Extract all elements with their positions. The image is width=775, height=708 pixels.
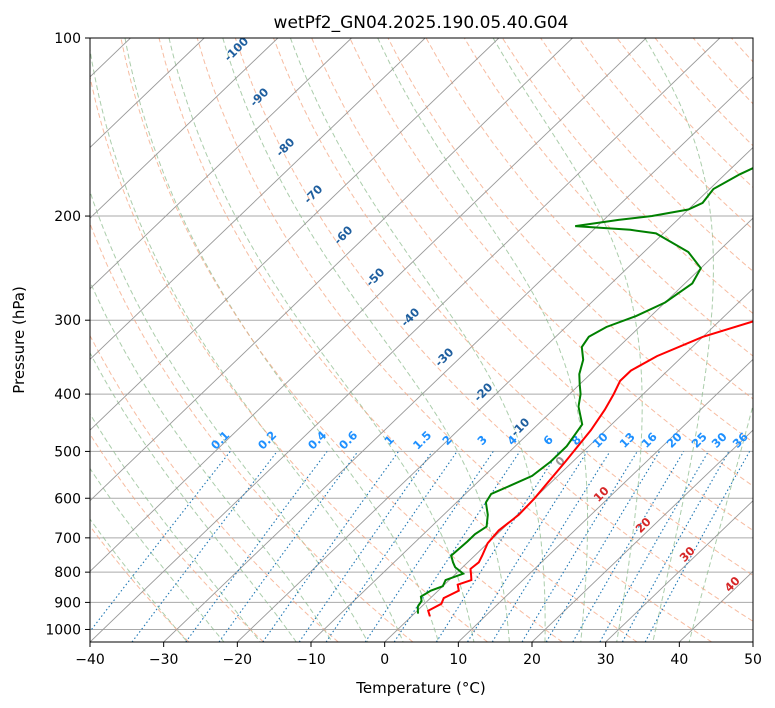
y-tick-label: 100: [54, 31, 81, 47]
isotherm-line: [90, 38, 352, 290]
mixing-ratio-line: [364, 451, 494, 642]
mixing-ratio-line: [325, 451, 458, 642]
y-tick-label: 700: [54, 531, 81, 547]
x-tick-label: 30: [597, 652, 615, 668]
moist-adiabat-line: [168, 38, 475, 642]
temperature-profile-line: [427, 320, 753, 617]
moist-adiabat-line: [688, 403, 753, 642]
x-tick-label: 0: [380, 652, 389, 668]
mixing-ratio-line: [599, 451, 709, 642]
isotherm-line: [237, 146, 753, 642]
y-tick-label: 500: [54, 444, 81, 460]
y-tick-label: 200: [54, 209, 81, 225]
moist-adiabat-line: [90, 518, 188, 642]
mixing-ratio-line: [185, 451, 328, 642]
dewpoint-profile-line: [416, 167, 753, 614]
dry-adiabat-line: [90, 433, 264, 642]
moist-adiabat-line: [289, 38, 546, 642]
dry-adiabat-line: [387, 38, 753, 443]
y-axis-ticks: 100 200 300 400 500 600 700 800 900 1000: [45, 31, 90, 638]
x-tick-label: 10: [449, 652, 467, 668]
moist-adiabat-line: [90, 46, 404, 642]
moist-adiabat-line: [124, 38, 439, 642]
isotherm-line: [458, 358, 753, 642]
plot-frame: [89, 37, 754, 643]
x-tick-label: −10: [296, 652, 326, 668]
isotherm-line: [90, 38, 721, 642]
mixing-ratio-line: [644, 451, 751, 642]
dry-adiabat-line: [196, 38, 712, 642]
x-axis-ticks: −40 −30 −20 −10 0 10 20 30 40 50: [75, 642, 762, 668]
mixing-ratio-lines: [90, 451, 751, 642]
isotherm-line: [310, 217, 753, 642]
mixing-ratio-line: [435, 451, 560, 642]
isotherm-line: [90, 38, 500, 431]
dry-adiabat-line: [90, 74, 488, 642]
x-tick-label: 50: [744, 652, 762, 668]
isotherm-grid: [90, 38, 753, 642]
isotherm-line: [531, 429, 753, 642]
y-tick-label: 300: [54, 313, 81, 329]
isotherm-line: [90, 38, 573, 502]
x-tick-label: −40: [75, 652, 105, 668]
moist-adiabat-line: [222, 38, 510, 642]
isotherm-line: [605, 500, 753, 642]
mixing-ratio-line: [491, 451, 611, 642]
y-tick-label: 1000: [45, 622, 81, 638]
mixing-ratio-line: [298, 451, 433, 642]
x-tick-label: 40: [670, 652, 688, 668]
dry-adiabat-line: [90, 525, 190, 642]
dry-adiabats: [90, 38, 753, 642]
isotherm-line: [163, 76, 753, 642]
y-tick-label: 400: [54, 387, 81, 403]
isobar-grid: [90, 38, 753, 630]
isotherm-line: [90, 38, 205, 149]
dry-adiabat-line: [90, 222, 414, 642]
dry-adiabat-line: [158, 38, 638, 642]
x-tick-label: 20: [523, 652, 541, 668]
moist-adiabat-line: [90, 190, 369, 642]
x-tick-label: −20: [223, 652, 253, 668]
moist-adiabats: [90, 38, 753, 642]
dry-adiabat-line: [463, 38, 753, 357]
mixing-ratio-line: [131, 451, 278, 642]
moist-adiabat-line: [644, 38, 714, 642]
dry-adiabat-line: [120, 38, 563, 642]
y-tick-label: 800: [54, 565, 81, 581]
x-tick-label: −30: [149, 652, 179, 668]
x-axis-label: Temperature (°C): [355, 679, 485, 697]
mixing-ratio-line: [262, 451, 399, 642]
isotherm-line: [90, 38, 647, 572]
isotherm-line: [90, 38, 279, 219]
moist-adiabat-line: [90, 351, 297, 642]
mixing-ratio-line: [621, 451, 730, 642]
y-axis-label: Pressure (hPa): [10, 286, 28, 394]
mixing-ratio-line: [218, 451, 359, 642]
isotherm-line: [90, 38, 426, 361]
y-tick-label: 900: [54, 595, 81, 611]
moist-adiabat-line: [90, 412, 261, 642]
y-tick-label: 600: [54, 491, 81, 507]
chart-title: wetPf2_GN04.2025.190.05.40.G04: [274, 13, 569, 33]
dry-adiabat-line: [501, 38, 753, 315]
dry-adiabat-line: [273, 38, 753, 577]
